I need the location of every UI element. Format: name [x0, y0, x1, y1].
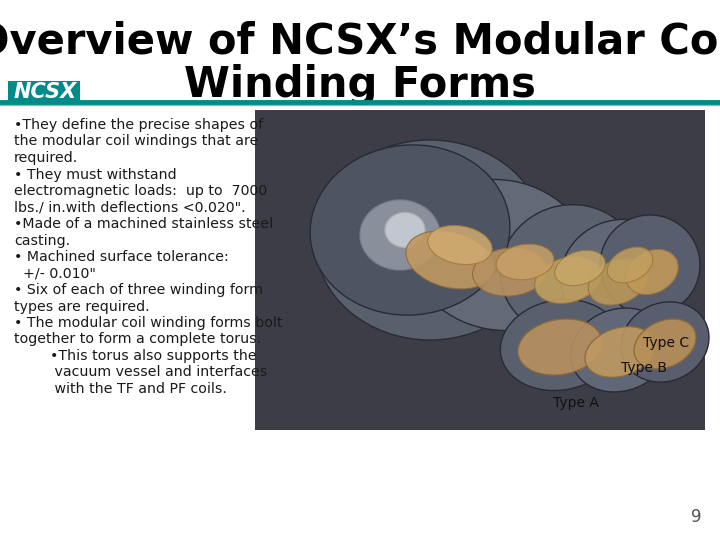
Text: Type B: Type B: [621, 361, 667, 375]
Ellipse shape: [588, 259, 648, 305]
Text: NCSX: NCSX: [14, 82, 77, 102]
Ellipse shape: [360, 200, 440, 270]
Ellipse shape: [554, 251, 606, 286]
Ellipse shape: [428, 226, 492, 265]
Text: •This torus also supports the: •This torus also supports the: [14, 349, 256, 363]
Ellipse shape: [607, 247, 653, 283]
Ellipse shape: [518, 319, 602, 375]
Ellipse shape: [310, 145, 510, 315]
Text: Winding Forms: Winding Forms: [184, 64, 536, 106]
Text: Overview of NCSX’s Modular Coil: Overview of NCSX’s Modular Coil: [0, 20, 720, 62]
Ellipse shape: [585, 327, 655, 377]
Bar: [8, 81, 80, 103]
Ellipse shape: [626, 249, 678, 295]
Ellipse shape: [571, 308, 669, 392]
Text: the modular coil windings that are: the modular coil windings that are: [14, 134, 258, 149]
Text: • Machined surface tolerance:: • Machined surface tolerance:: [14, 250, 229, 264]
Text: • They must withstand: • They must withstand: [14, 167, 176, 181]
Ellipse shape: [315, 140, 545, 340]
Text: types are required.: types are required.: [14, 300, 150, 314]
Ellipse shape: [496, 244, 554, 280]
Text: required.: required.: [14, 151, 78, 165]
Text: electromagnetic loads:  up to  7000: electromagnetic loads: up to 7000: [14, 184, 267, 198]
Text: together to form a complete torus.: together to form a complete torus.: [14, 333, 261, 347]
Text: • Six of each of three winding form: • Six of each of three winding form: [14, 283, 263, 297]
Ellipse shape: [406, 231, 494, 289]
Text: with the TF and PF coils.: with the TF and PF coils.: [14, 382, 227, 396]
Ellipse shape: [385, 213, 425, 247]
Text: +/- 0.010": +/- 0.010": [14, 267, 96, 280]
Bar: [255, 110, 705, 430]
Text: lbs./ in.with deflections <0.020".: lbs./ in.with deflections <0.020".: [14, 200, 246, 214]
Ellipse shape: [500, 300, 620, 390]
Text: Type A: Type A: [553, 396, 599, 410]
Text: • The modular coil winding forms bolt: • The modular coil winding forms bolt: [14, 316, 282, 330]
Text: Type C: Type C: [643, 336, 689, 350]
Ellipse shape: [600, 215, 700, 315]
Ellipse shape: [634, 319, 696, 369]
Ellipse shape: [410, 179, 590, 330]
Ellipse shape: [561, 219, 680, 330]
Text: 9: 9: [691, 508, 702, 526]
Ellipse shape: [472, 248, 547, 296]
Text: •They define the precise shapes of: •They define the precise shapes of: [14, 118, 263, 132]
Ellipse shape: [535, 256, 601, 303]
Ellipse shape: [621, 302, 709, 382]
Ellipse shape: [500, 205, 639, 335]
Text: •Made of a machined stainless steel: •Made of a machined stainless steel: [14, 217, 273, 231]
Text: casting.: casting.: [14, 233, 70, 247]
Text: vacuum vessel and interfaces: vacuum vessel and interfaces: [14, 366, 267, 380]
